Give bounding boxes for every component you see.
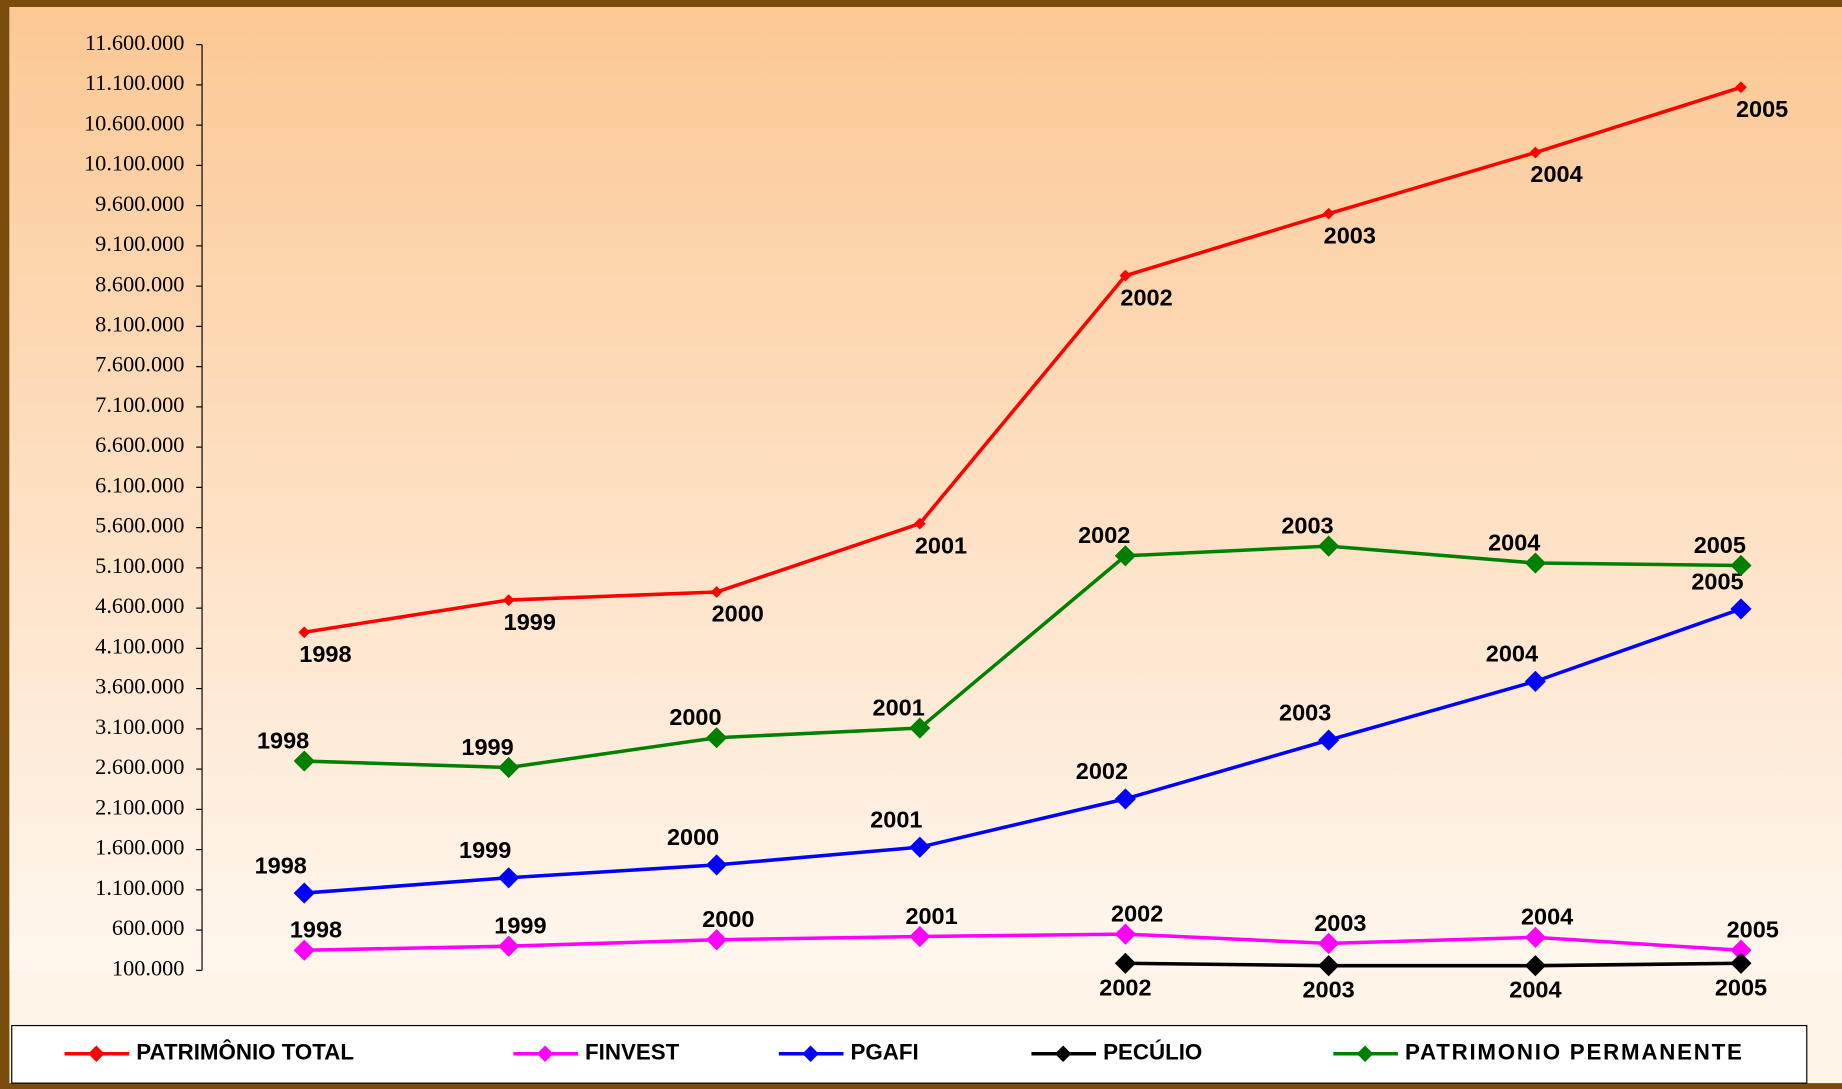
data-label: 2003 <box>1324 222 1376 248</box>
marker <box>1730 939 1752 961</box>
y-tick-label: 9.600.000 <box>95 191 184 216</box>
marker <box>498 867 520 889</box>
y-tick-label: 100.000 <box>112 955 185 980</box>
y-tick-label: 3.600.000 <box>95 674 184 699</box>
data-label: 2004 <box>1509 977 1561 1003</box>
y-tick-label: 5.100.000 <box>95 553 184 578</box>
data-label: 2005 <box>1727 917 1779 943</box>
marker <box>1730 554 1752 577</box>
marker <box>1524 955 1546 977</box>
data-label: 2000 <box>667 824 719 850</box>
marker <box>909 925 931 948</box>
legend-label: PATRIMONIO PERMANENTE <box>1405 1040 1744 1065</box>
data-label: 2002 <box>1120 284 1172 310</box>
data-label: 2002 <box>1078 522 1130 548</box>
marker <box>913 517 926 530</box>
data-label: 1999 <box>494 913 546 939</box>
marker <box>1318 729 1340 751</box>
marker <box>298 626 311 639</box>
marker <box>1322 207 1335 220</box>
data-label: 1998 <box>299 641 351 667</box>
marker <box>909 836 931 858</box>
y-tick-label: 4.100.000 <box>95 633 184 658</box>
y-tick-label: 11.600.000 <box>85 30 185 55</box>
data-label: 2001 <box>873 694 925 720</box>
data-label: 2004 <box>1530 161 1582 187</box>
series-line <box>304 932 1742 952</box>
y-tick-label: 600.000 <box>112 915 185 940</box>
y-tick-label: 10.100.000 <box>84 151 184 176</box>
marker <box>1114 923 1136 945</box>
y-tick-label: 9.100.000 <box>95 231 184 256</box>
legend-label: FINVEST <box>585 1040 680 1065</box>
y-tick-label: 4.600.000 <box>95 593 184 618</box>
plot-background <box>9 7 1842 971</box>
data-label: 2000 <box>702 906 754 932</box>
legend-label: PATRIMÔNIO TOTAL <box>136 1040 354 1065</box>
marker <box>1114 952 1136 974</box>
y-tick-label: 5.600.000 <box>95 513 184 538</box>
series-line <box>304 544 1741 770</box>
data-label: 2004 <box>1521 904 1573 930</box>
data-label: 2001 <box>870 807 922 833</box>
data-label: 1999 <box>459 837 511 863</box>
marker <box>1524 926 1546 948</box>
marker <box>706 854 728 876</box>
marker <box>1730 598 1752 620</box>
marker <box>498 756 520 779</box>
data-label: 2003 <box>1281 513 1333 539</box>
data-label: 2003 <box>1279 699 1331 725</box>
data-label: 2005 <box>1694 532 1746 558</box>
y-tick-label: 8.600.000 <box>95 271 184 296</box>
marker <box>498 935 520 957</box>
y-tick-label: 8.100.000 <box>95 312 184 337</box>
data-label: 2001 <box>905 903 957 929</box>
series-line <box>304 607 1742 895</box>
y-tick-label: 11.100.000 <box>85 70 185 95</box>
legend-label: PGAFI <box>851 1040 919 1065</box>
data-label: 2004 <box>1488 529 1540 555</box>
marker <box>1114 545 1136 567</box>
marker <box>1114 788 1136 810</box>
y-tick-label: 1.600.000 <box>95 835 184 860</box>
data-label: 2004 <box>1486 641 1538 667</box>
data-label: 1999 <box>461 734 513 760</box>
series-line <box>1125 961 1741 968</box>
data-label: 2005 <box>1691 568 1743 594</box>
data-label: 2003 <box>1314 910 1366 936</box>
data-label: 1998 <box>290 917 342 943</box>
marker <box>706 727 728 749</box>
y-tick-label: 7.100.000 <box>95 392 184 417</box>
y-tick-label: 1.100.000 <box>95 875 184 900</box>
data-label: 2002 <box>1111 901 1163 927</box>
marker <box>909 717 931 739</box>
marker <box>1730 952 1752 974</box>
legend-label: PECÚLIO <box>1103 1040 1202 1065</box>
data-label: 2000 <box>712 601 764 627</box>
y-tick-label: 6.100.000 <box>95 472 184 497</box>
data-label: 1998 <box>255 852 307 878</box>
y-tick-label: 2.600.000 <box>95 754 184 779</box>
data-label: 1998 <box>257 727 309 753</box>
data-label: 2000 <box>669 704 721 730</box>
marker <box>1318 932 1340 954</box>
data-label: 2005 <box>1715 974 1767 1000</box>
series-line <box>303 85 1742 635</box>
y-tick-label: 2.100.000 <box>95 794 184 819</box>
data-label: 2003 <box>1303 977 1355 1003</box>
data-label: 1999 <box>504 609 556 635</box>
legend-box <box>11 1024 1808 1084</box>
data-label: 2001 <box>915 532 967 558</box>
data-label: 2005 <box>1736 96 1788 122</box>
y-tick-label: 7.600.000 <box>95 352 184 377</box>
y-tick-label: 3.100.000 <box>95 714 184 739</box>
marker <box>1318 955 1340 977</box>
y-tick-label: 6.600.000 <box>95 432 184 457</box>
data-label: 2002 <box>1076 758 1128 784</box>
y-tick-label: 10.600.000 <box>84 110 184 135</box>
data-label: 2002 <box>1099 974 1151 1000</box>
